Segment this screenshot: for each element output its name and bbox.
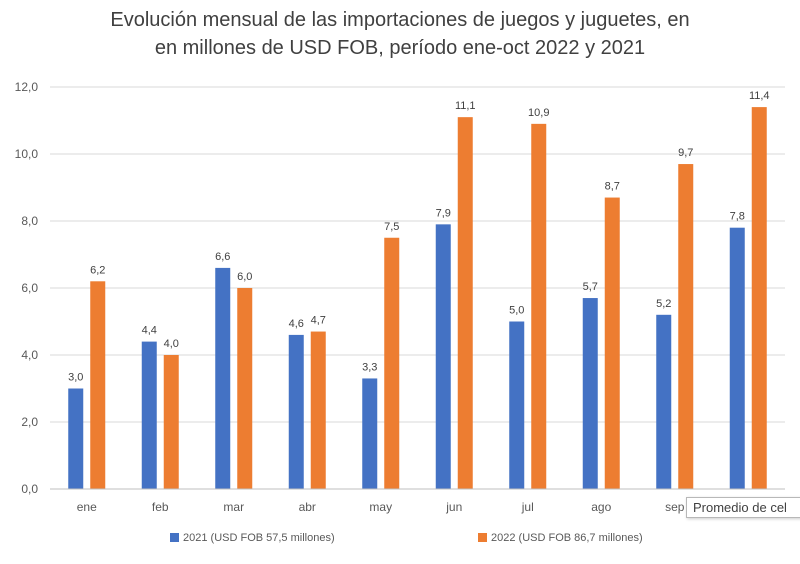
- data-label: 7,8: [730, 211, 745, 223]
- bar: [751, 107, 767, 489]
- data-label: 5,2: [656, 298, 671, 310]
- data-labels: 3,0 4,4 6,6 4,6 3,3 7,9 5,0 5,7 5,2 7,8 6,2 4,0 6,0 4…: [68, 90, 769, 383]
- legend-label: 2021 (USD FOB 57,5 millones): [183, 532, 335, 544]
- legend-label: 2022 (USD FOB 86,7 millones): [491, 532, 643, 544]
- legend-swatch: [478, 533, 487, 542]
- data-label: 7,9: [436, 207, 451, 219]
- y-tick-label: 0,0: [21, 482, 38, 496]
- bar: [457, 117, 473, 490]
- gridlines: [50, 86, 785, 423]
- bar: [582, 298, 598, 489]
- x-tick-label: sep: [665, 500, 685, 514]
- bar: [215, 267, 231, 489]
- y-tick-label: 4,0: [21, 348, 38, 362]
- data-label: 4,0: [164, 338, 179, 350]
- data-label: 11,4: [749, 90, 770, 102]
- x-tick-label: feb: [152, 500, 169, 514]
- bar: [656, 314, 672, 489]
- bar: [288, 334, 304, 489]
- y-tick-label: 8,0: [21, 214, 38, 228]
- chart-title-line-2: en millones de USD FOB, período ene-oct …: [154, 37, 646, 59]
- bar: [384, 237, 400, 489]
- x-tick-label: jul: [521, 500, 534, 514]
- tooltip: Promedio de cel: [686, 497, 800, 518]
- bar: [435, 224, 451, 489]
- bar: [310, 331, 326, 489]
- bar: [163, 355, 179, 489]
- bar: [237, 288, 253, 489]
- bar: [729, 227, 745, 489]
- data-label: 11,1: [455, 100, 476, 112]
- bar: [604, 197, 620, 490]
- legend: 2021 (USD FOB 57,5 millones) 2022 (USD FO…: [170, 532, 643, 544]
- data-label: 4,4: [142, 325, 157, 337]
- y-tick-label: 10,0: [15, 147, 39, 161]
- x-tick-label: jun: [445, 500, 462, 514]
- bars: [68, 107, 767, 490]
- data-label: 3,0: [68, 372, 83, 384]
- data-label: 4,6: [289, 318, 304, 330]
- data-label: 8,7: [605, 181, 620, 193]
- data-label: 6,2: [90, 264, 105, 276]
- x-tick-label: abr: [299, 500, 316, 514]
- y-tick-label: 12,0: [15, 80, 39, 94]
- y-tick-label: 2,0: [21, 415, 38, 429]
- legend-swatch: [170, 533, 179, 542]
- y-tick-label: 6,0: [21, 281, 38, 295]
- bar: [509, 321, 525, 489]
- chart-title: Evolución mensual de las importaciones d…: [0, 6, 800, 62]
- data-label: 4,7: [311, 315, 326, 327]
- bar: [68, 388, 84, 489]
- x-tick-label: may: [369, 500, 392, 514]
- x-tick-label: mar: [223, 500, 244, 514]
- data-label: 9,7: [678, 147, 693, 159]
- bar: [90, 281, 106, 489]
- chart-title-line-1: Evolución mensual de las importaciones d…: [110, 9, 690, 31]
- data-label: 6,0: [237, 271, 252, 283]
- bar: [362, 378, 378, 489]
- bar: [531, 123, 547, 489]
- data-label: 7,5: [384, 221, 399, 233]
- data-label: 3,3: [362, 361, 377, 373]
- data-label: 5,7: [583, 281, 598, 293]
- x-tick-label: ene: [77, 500, 97, 514]
- x-tick-label: ago: [591, 500, 611, 514]
- data-label: 5,0: [509, 305, 524, 317]
- bar: [678, 164, 694, 490]
- bar: [141, 341, 157, 489]
- data-label: 10,9: [528, 107, 549, 119]
- data-label: 6,6: [215, 251, 230, 263]
